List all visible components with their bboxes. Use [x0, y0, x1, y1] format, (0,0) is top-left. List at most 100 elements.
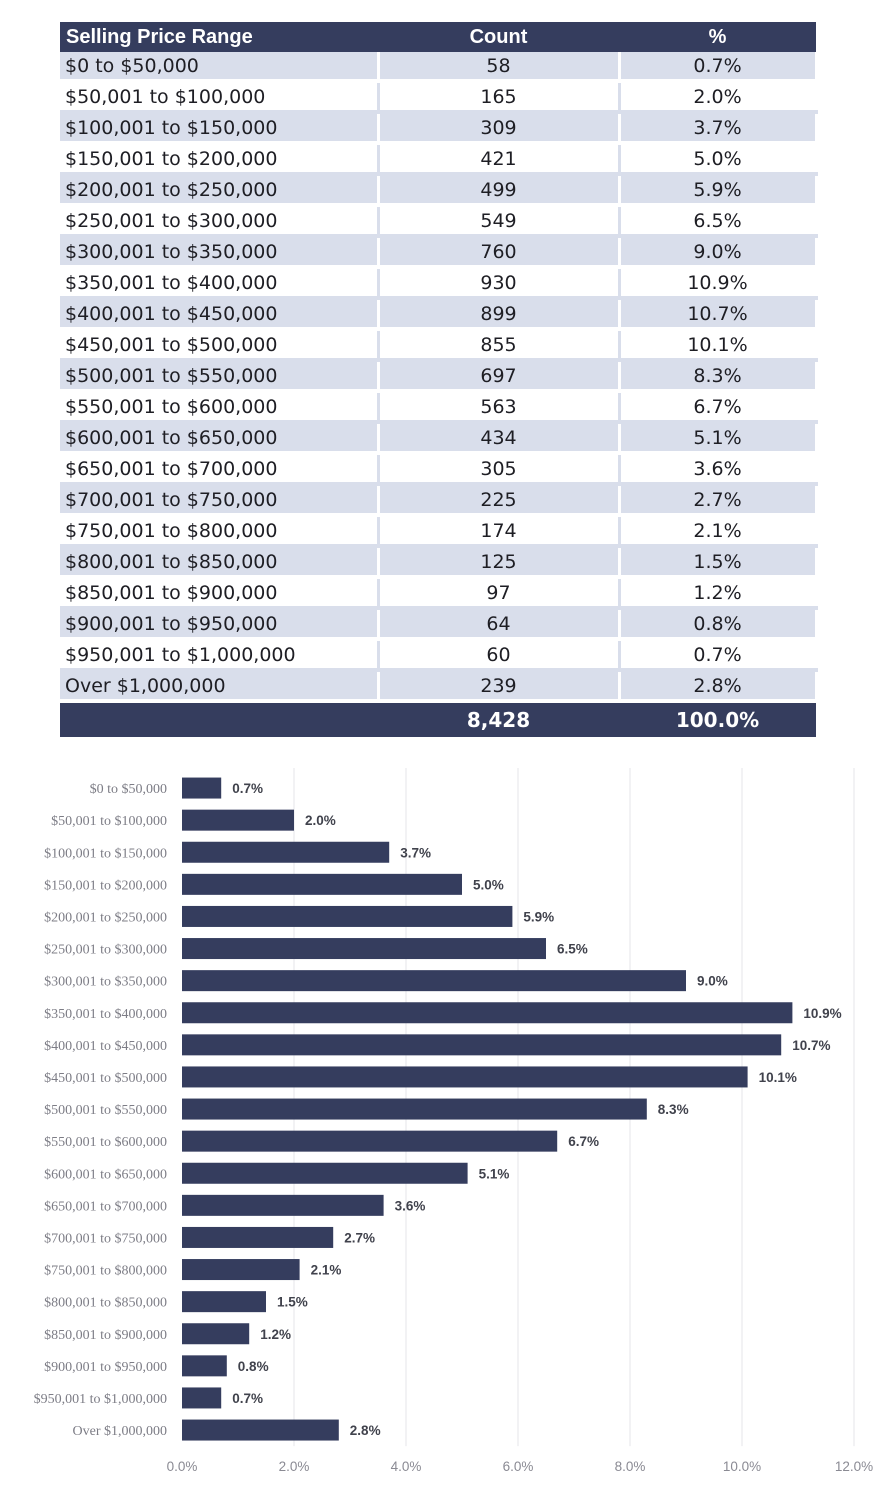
category-label: $250,001 to $300,000 — [44, 943, 167, 958]
percent-cell: 9.0% — [619, 236, 818, 269]
table-row: $750,001 to $800,000 174 2.1% — [60, 515, 818, 548]
x-tick-label: 10.0% — [723, 1459, 761, 1474]
data-label: 3.7% — [400, 845, 431, 860]
category-label: $200,001 to $250,000 — [44, 910, 167, 925]
data-label: 10.7% — [792, 1038, 830, 1053]
bar — [182, 841, 390, 863]
bar — [182, 1323, 250, 1345]
data-label: 3.6% — [395, 1198, 426, 1213]
range-cell: $750,001 to $800,000 — [60, 515, 380, 548]
table-row: $400,001 to $450,000 899 10.7% — [60, 298, 818, 331]
category-label: $650,001 to $700,000 — [44, 1199, 167, 1214]
table-row: $350,001 to $400,000 930 10.9% — [60, 267, 818, 300]
bar — [182, 1194, 384, 1216]
percent-cell: 6.7% — [619, 391, 818, 424]
bar — [182, 1419, 339, 1441]
price-range-table: Selling Price Range Count % $0 to $50,00… — [60, 22, 818, 737]
x-tick-label: 6.0% — [503, 1459, 534, 1474]
bar — [182, 1098, 647, 1120]
range-cell: $600,001 to $650,000 — [60, 422, 380, 455]
table-header-row: Selling Price Range Count % — [60, 22, 816, 52]
bar — [182, 1034, 782, 1056]
bar — [182, 1002, 793, 1024]
data-label: 5.0% — [473, 877, 504, 892]
percent-cell: 2.7% — [619, 484, 818, 517]
count-cell: 697 — [378, 360, 621, 393]
data-label: 2.1% — [311, 1263, 342, 1278]
range-cell: $0 to $50,000 — [60, 52, 380, 83]
data-label: 5.9% — [523, 909, 554, 924]
count-cell: 499 — [378, 174, 621, 207]
count-cell: 165 — [378, 81, 621, 114]
bar — [182, 777, 222, 799]
table-row: $450,001 to $500,000 855 10.1% — [60, 329, 818, 362]
range-cell: $850,001 to $900,000 — [60, 577, 380, 610]
percent-cell: 0.7% — [619, 52, 818, 83]
percent-cell: 3.7% — [619, 112, 818, 145]
bar — [182, 970, 686, 992]
count-cell: 58 — [378, 52, 621, 83]
count-cell: 125 — [378, 546, 621, 579]
range-cell: $950,001 to $1,000,000 — [60, 639, 380, 672]
data-label: 6.7% — [568, 1134, 599, 1149]
data-label: 5.1% — [479, 1166, 510, 1181]
data-label: 8.3% — [658, 1102, 689, 1117]
bar — [182, 1387, 222, 1409]
range-cell: $400,001 to $450,000 — [60, 298, 380, 331]
percent-cell: 10.7% — [619, 298, 818, 331]
category-label: $150,001 to $200,000 — [44, 878, 167, 893]
count-cell: 563 — [378, 391, 621, 424]
table-row: Over $1,000,000 239 2.8% — [60, 670, 818, 703]
category-label: $50,001 to $100,000 — [51, 814, 167, 829]
category-label: $750,001 to $800,000 — [44, 1264, 167, 1279]
x-tick-label: 8.0% — [615, 1459, 646, 1474]
data-label: 1.5% — [277, 1295, 308, 1310]
count-cell: 97 — [378, 577, 621, 610]
percent-cell: 2.0% — [619, 81, 818, 114]
bar — [182, 809, 294, 831]
count-cell: 760 — [378, 236, 621, 269]
table-row: $700,001 to $750,000 225 2.7% — [60, 484, 818, 517]
category-label: $450,001 to $500,000 — [44, 1071, 167, 1086]
percent-cell: 5.9% — [619, 174, 818, 207]
table-row: $550,001 to $600,000 563 6.7% — [60, 391, 818, 424]
count-cell: 305 — [378, 453, 621, 486]
table-row: $200,001 to $250,000 499 5.9% — [60, 174, 818, 207]
data-label: 0.7% — [232, 781, 263, 796]
data-label: 2.0% — [305, 813, 336, 828]
range-cell: $800,001 to $850,000 — [60, 546, 380, 579]
range-cell: $700,001 to $750,000 — [60, 484, 380, 517]
percent-cell: 0.8% — [619, 608, 818, 641]
range-cell: $550,001 to $600,000 — [60, 391, 380, 424]
x-tick-label: 0.0% — [167, 1459, 198, 1474]
category-label: $500,001 to $550,000 — [44, 1103, 167, 1118]
range-cell: $300,001 to $350,000 — [60, 236, 380, 269]
data-label: 2.7% — [344, 1230, 375, 1245]
range-cell: $100,001 to $150,000 — [60, 112, 380, 145]
percent-bar-chart: 0.0% 2.0% 4.0% 6.0% 8.0% 10.0% 12.0% $0 to $50,… — [34, 768, 873, 1474]
table-row: $150,001 to $200,000 421 5.0% — [60, 143, 818, 176]
data-label: 2.8% — [350, 1423, 381, 1438]
table-row: $250,001 to $300,000 549 6.5% — [60, 205, 818, 238]
category-label: $600,001 to $650,000 — [44, 1167, 167, 1182]
table-row: $100,001 to $150,000 309 3.7% — [60, 112, 818, 145]
header-selling-price-range: Selling Price Range — [60, 22, 378, 52]
range-cell: $150,001 to $200,000 — [60, 143, 380, 176]
bar — [182, 1291, 266, 1313]
count-cell: 899 — [378, 298, 621, 331]
range-cell: $200,001 to $250,000 — [60, 174, 380, 207]
table-row: $50,001 to $100,000 165 2.0% — [60, 81, 818, 114]
count-cell: 225 — [378, 484, 621, 517]
table-total-row: 8,428 100.0% — [60, 701, 816, 737]
category-label: $550,001 to $600,000 — [44, 1135, 167, 1150]
count-cell: 421 — [378, 143, 621, 176]
percent-cell: 10.1% — [619, 329, 818, 362]
percent-cell: 1.5% — [619, 546, 818, 579]
table-row: $0 to $50,000 58 0.7% — [60, 52, 818, 83]
range-cell: $250,001 to $300,000 — [60, 205, 380, 238]
data-label: 6.5% — [557, 942, 588, 957]
bar — [182, 905, 513, 927]
category-label: $700,001 to $750,000 — [44, 1231, 167, 1246]
range-cell: $50,001 to $100,000 — [60, 81, 380, 114]
total-percent: 100.0% — [619, 701, 816, 737]
